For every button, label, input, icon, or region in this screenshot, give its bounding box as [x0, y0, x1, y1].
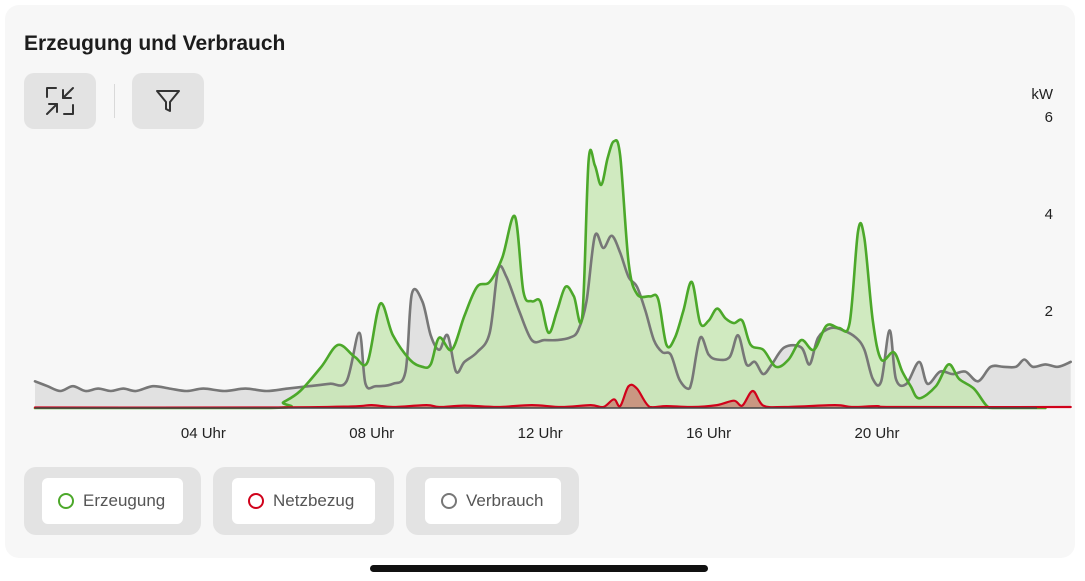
legend-item-netzbezug[interactable]: Netzbezug [232, 478, 375, 524]
legend-item-verbrauch[interactable]: Verbrauch [425, 478, 561, 524]
gray-ring-icon [441, 493, 457, 509]
x-tick-label: 20 Uhr [854, 425, 899, 442]
legend-label: Verbrauch [466, 491, 544, 510]
legend-item-erzeugung[interactable]: Erzeugung [42, 478, 183, 524]
chart-areas [35, 140, 1071, 408]
x-tick-label: 12 Uhr [518, 425, 563, 442]
y-tick-labels: 2 4 6 [1045, 109, 1053, 320]
x-tick-labels: 04 Uhr 08 Uhr 12 Uhr 16 Uhr 20 Uhr [181, 425, 900, 442]
legend-label: Netzbezug [273, 491, 355, 510]
netzbezug-line [33, 383, 1072, 409]
x-tick-label: 08 Uhr [349, 425, 394, 442]
legend-label: Erzeugung [83, 491, 166, 510]
chart-title: Erzeugung und Verbrauch [24, 32, 286, 55]
y-axis-unit: kW [1031, 86, 1054, 103]
erzeugung-area [35, 140, 1046, 408]
erzeugung-line [33, 139, 1047, 410]
legend-group-verbrauch: Verbrauch [406, 467, 579, 535]
verbrauch-line [33, 232, 1072, 393]
y-tick-label: 4 [1045, 206, 1053, 223]
red-ring-icon [248, 493, 264, 509]
x-tick-label: 16 Uhr [686, 425, 731, 442]
filter-button[interactable] [132, 73, 204, 129]
chart-lines [33, 139, 1072, 410]
filter-funnel-icon [156, 90, 180, 112]
legend-group-netzbezug: Netzbezug [213, 467, 394, 535]
y-tick-label: 6 [1045, 109, 1053, 126]
green-ring-icon [58, 493, 74, 509]
collapse-button[interactable] [24, 73, 96, 129]
collapse-arrows-icon [46, 87, 74, 115]
legend-group-erzeugung: Erzeugung [24, 467, 201, 535]
y-tick-label: 2 [1045, 303, 1053, 320]
toolbar-divider [114, 84, 115, 118]
x-tick-label: 04 Uhr [181, 425, 226, 442]
home-indicator [370, 565, 708, 572]
